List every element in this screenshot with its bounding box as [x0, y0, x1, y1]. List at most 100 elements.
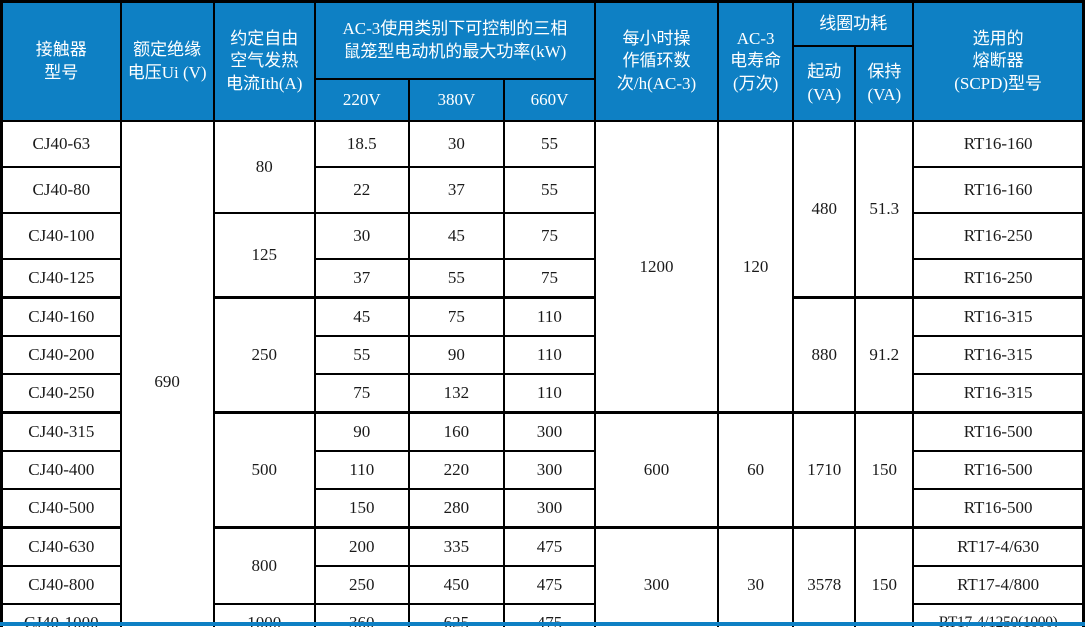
cell-model: CJ40-125: [0, 258, 122, 299]
table-row: CJ40-500 150 280 300 RT16-500: [0, 488, 1085, 529]
header-coil-subrow: 起动 (VA) 保持 (VA): [795, 47, 911, 120]
header-fuse-type: 选用的 熔断器 (SCPD)型号: [912, 0, 1085, 122]
cell-life: 60: [717, 411, 795, 529]
cell-power-380: 45: [407, 212, 505, 260]
cell-power-380: 37: [407, 166, 505, 214]
cell-fuse: RT17-4/800: [912, 565, 1085, 605]
cell-model: CJ40-800: [0, 565, 122, 605]
cell-model: CJ40-100: [0, 212, 122, 260]
table-row: CJ40-100 125 30 45 75 RT16-250: [0, 212, 1085, 299]
table-body: CJ40-63 690 80 18.5 30 55 1200 120 480 5…: [0, 120, 1085, 627]
cell-life: 120: [717, 120, 795, 414]
table-row: CJ40-630 800 200 335 475 300 30 3578 150…: [0, 526, 1085, 627]
cell-power-220: 30: [313, 212, 410, 260]
cell-power-380: 30: [407, 120, 505, 168]
header-thermal-current: 约定自由 空气发热 电流Ith(A): [212, 0, 316, 122]
header-coil-hold: 保持 (VA): [867, 62, 902, 104]
cell-fuse: RT16-250: [912, 212, 1085, 260]
cell-cycles: 1200: [593, 120, 720, 414]
cell-power-380: 55: [407, 258, 505, 299]
bottom-accent-bar: [0, 622, 1085, 626]
cell-power-220: 90: [313, 411, 410, 452]
cell-power-220: 22: [313, 166, 410, 214]
cell-coil-hold: 150: [854, 411, 915, 529]
cell-power-220: 150: [313, 488, 410, 529]
header-power-220v: 220V: [313, 78, 410, 122]
cell-coil-start: 480: [792, 120, 857, 299]
table-row: CJ40-200 55 90 110 RT16-315: [0, 335, 1085, 375]
table-row: CJ40-800 250 450 475 RT17-4/800: [0, 565, 1085, 605]
cell-power-660: 110: [502, 373, 597, 414]
cell-power-220: 45: [313, 296, 410, 337]
cell-fuse: RT16-160: [912, 166, 1085, 214]
cell-fuse: RT16-500: [912, 488, 1085, 529]
cell-coil-hold: 51.3: [854, 120, 915, 299]
header-power-group: AC-3使用类别下可控制的三相 鼠笼型电动机的最大功率(kW): [313, 0, 597, 81]
cell-fuse: RT16-315: [912, 373, 1085, 414]
cell-power-220: 55: [313, 335, 410, 375]
cell-model: CJ40-250: [0, 373, 122, 414]
cell-power-660: 110: [502, 335, 597, 375]
cell-power-380: 220: [407, 450, 505, 490]
cell-power-380: 335: [407, 526, 505, 567]
cell-power-660: 475: [502, 603, 597, 627]
cell-power-660: 300: [502, 488, 597, 529]
cell-fuse: RT17-4/1250(1000): [912, 603, 1085, 627]
header-coil-start: 起动 (VA): [795, 47, 857, 120]
cell-coil-start: 1710: [792, 411, 857, 529]
cell-coil-hold: 91.2: [854, 296, 915, 414]
cell-power-660: 300: [502, 450, 597, 490]
cell-fuse: RT16-250: [912, 258, 1085, 299]
cell-fuse: RT16-315: [912, 296, 1085, 337]
cell-power-660: 55: [502, 166, 597, 214]
cell-model: CJ40-1000: [0, 603, 122, 627]
cell-model: CJ40-630: [0, 526, 122, 567]
cell-power-220: 75: [313, 373, 410, 414]
table-row: CJ40-400 110 220 300 RT16-500: [0, 450, 1085, 490]
cell-power-380: 625: [407, 603, 505, 627]
cell-power-380: 75: [407, 296, 505, 337]
cell-power-380: 450: [407, 565, 505, 605]
table-row: CJ40-125 37 55 75 RT16-250: [0, 258, 1085, 299]
cell-ith: 250: [212, 296, 316, 414]
cell-power-220: 18.5: [313, 120, 410, 168]
cell-model: CJ40-315: [0, 411, 122, 452]
cell-power-220: 200: [313, 526, 410, 567]
cell-cycles: 300: [593, 526, 720, 627]
cell-coil-start: 880: [792, 296, 857, 414]
table-header: 接触器 型号 额定绝缘 电压Ui (V) 约定自由 空气发热 电流Ith(A) …: [0, 0, 1085, 122]
cell-cycles: 600: [593, 411, 720, 529]
cell-ith: 80: [212, 120, 316, 214]
cell-model: CJ40-500: [0, 488, 122, 529]
table-row: CJ40-160 250 45 75 110 880 91.2 RT16-315: [0, 296, 1085, 414]
cell-ith: 125: [212, 212, 316, 299]
cell-coil-start: 3578: [792, 526, 857, 627]
header-cycles-per-hour: 每小时操 作循环数 次/h(AC-3): [593, 0, 720, 122]
cell-power-660: 110: [502, 296, 597, 337]
header-rated-voltage: 额定绝缘 电压Ui (V): [119, 0, 215, 122]
cell-power-220: 250: [313, 565, 410, 605]
table-row: CJ40-315 500 90 160 300 600 60 1710 150 …: [0, 411, 1085, 529]
cell-fuse: RT16-315: [912, 335, 1085, 375]
cell-model: CJ40-200: [0, 335, 122, 375]
cell-ith: 500: [212, 411, 316, 529]
cell-fuse: RT16-160: [912, 120, 1085, 168]
cell-fuse: RT17-4/630: [912, 526, 1085, 567]
cell-fuse: RT16-500: [912, 450, 1085, 490]
cell-power-380: 132: [407, 373, 505, 414]
cell-power-660: 475: [502, 565, 597, 605]
cell-fuse: RT16-500: [912, 411, 1085, 452]
cell-model: CJ40-80: [0, 166, 122, 214]
cell-power-660: 55: [502, 120, 597, 168]
cell-model: CJ40-63: [0, 120, 122, 168]
cell-power-380: 90: [407, 335, 505, 375]
cell-power-660: 300: [502, 411, 597, 452]
cell-power-220: 37: [313, 258, 410, 299]
header-electrical-life: AC-3 电寿命 (万次): [717, 0, 795, 122]
cell-power-220: 110: [313, 450, 410, 490]
cell-ith: 800: [212, 526, 316, 605]
header-coil-group: 线圈功耗 起动 (VA) 保持 (VA): [792, 0, 915, 122]
table-row: CJ40-1000 1000 360 625 475 RT17-4/1250(1…: [0, 603, 1085, 627]
